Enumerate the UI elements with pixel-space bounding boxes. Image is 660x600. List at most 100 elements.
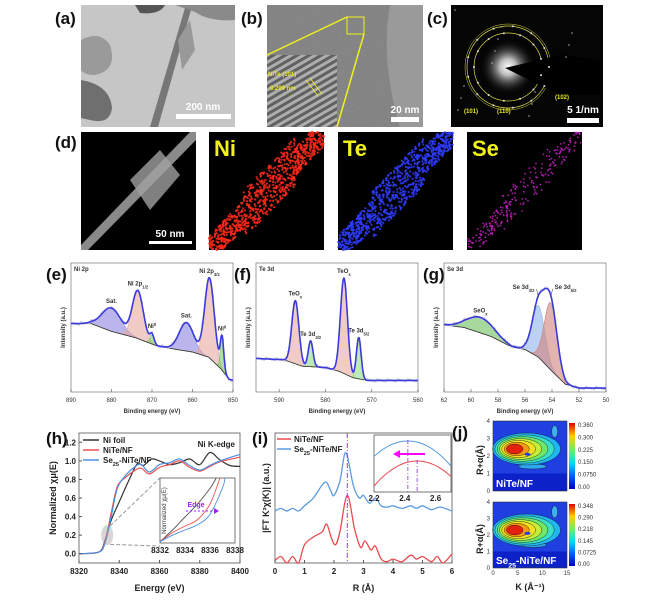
eds-dot: [437, 142, 440, 145]
eds-dot: [478, 237, 480, 239]
eds-dot: [428, 146, 431, 149]
contour: [524, 452, 531, 456]
eds-dot: [253, 191, 256, 195]
eds-dot: [415, 174, 418, 177]
eds-dot: [438, 153, 441, 156]
eds-dot: [230, 214, 233, 217]
panel-label-a: (a): [55, 9, 76, 28]
eds-dot: [316, 131, 319, 134]
eds-dot: [351, 229, 354, 232]
y-tick-label: 1: [487, 550, 491, 556]
eds-dot: [483, 224, 486, 227]
eds-dot: [266, 172, 269, 175]
y-tick-label: 4: [487, 500, 491, 506]
x-axis-label: Binding energy (eV): [497, 409, 554, 415]
peak-label: TeOx: [337, 269, 351, 277]
eds-dot: [398, 186, 401, 190]
eds-dot: [217, 237, 220, 240]
eds-dot: [497, 225, 499, 228]
eds-dot: [254, 214, 257, 217]
eds-dot: [551, 172, 554, 175]
eds-dot: [273, 206, 276, 209]
eds-dot: [267, 189, 270, 192]
eds-dot: [521, 210, 524, 212]
eds-dot: [357, 232, 360, 235]
eds-dot: [209, 234, 212, 237]
eds-dot: [304, 144, 307, 147]
eds-dot: [388, 213, 391, 216]
eds-dot: [256, 193, 259, 196]
diffraction-spot: [463, 85, 465, 87]
eds-dot: [493, 229, 496, 232]
eds-dot: [547, 169, 549, 172]
eds-dot: [553, 164, 556, 167]
eds-dot: [301, 155, 304, 158]
eds-dot: [346, 245, 349, 248]
eds-dot: [352, 241, 355, 244]
eds-dot: [533, 188, 536, 191]
eds-dot: [207, 237, 211, 240]
eds-dot: [506, 219, 509, 221]
eds-dot: [236, 215, 239, 218]
eds-dot: [224, 219, 227, 222]
eds-dot: [257, 201, 260, 205]
eds-dot: [553, 149, 556, 152]
eds-dot: [213, 233, 216, 236]
x-axis-label: K (Å⁻¹): [515, 582, 544, 592]
eds-dot: [265, 185, 268, 188]
peak-label: Sat.: [181, 314, 192, 320]
eds-dot: [352, 225, 355, 229]
eds-dot: [451, 143, 454, 146]
colorbar-tick-label: 0.00: [578, 562, 590, 568]
diffraction-spot: [460, 97, 462, 99]
eds-dot: [524, 172, 527, 175]
scale-bar-label: 50 nm: [156, 229, 185, 240]
eds-dot: [380, 223, 383, 226]
eds-dot: [367, 230, 371, 233]
eds-dot: [258, 204, 262, 207]
beam-stop: [505, 55, 600, 95]
eds-dot: [499, 206, 502, 209]
text-part: 5/2: [571, 287, 577, 292]
eds-dot: [527, 199, 529, 202]
eds-dot: [299, 156, 302, 159]
x-tick-label: 8360: [151, 567, 169, 576]
eds-dot: [364, 207, 367, 210]
eds-dot: [418, 176, 422, 179]
eds-dot: [385, 187, 388, 190]
eds-dot: [259, 181, 262, 184]
eds-dot: [262, 189, 265, 192]
diffraction-spot: [565, 56, 567, 58]
eds-dot: [270, 171, 273, 174]
eds-dot: [563, 142, 565, 144]
eds-dot: [536, 186, 539, 189]
diffraction-spot: [454, 9, 456, 11]
eds-dot: [276, 185, 280, 188]
panel-label-c: (c): [427, 9, 448, 28]
text-part: 5/2: [363, 331, 369, 336]
peak-leader-line: [550, 288, 553, 297]
legend-label: NiTe/NF: [103, 446, 133, 455]
map-label: Se25-NiTe/NF: [496, 556, 556, 570]
eds-dot: [382, 203, 385, 206]
lattice-fringe-inset: [267, 55, 337, 127]
ring-label: (102): [555, 95, 569, 101]
eds-dot: [482, 222, 484, 225]
eds-dot: [394, 210, 397, 213]
eds-dot: [257, 218, 260, 221]
eds-dot: [490, 229, 493, 232]
eds-dot: [440, 133, 443, 137]
eds-dot: [363, 210, 366, 213]
eds-dot: [282, 171, 286, 174]
eds-dot: [451, 134, 454, 137]
eds-dot: [534, 168, 537, 170]
eds-dot: [342, 248, 345, 251]
eds-dot: [553, 159, 556, 161]
eds-dot: [233, 232, 236, 235]
eds-dot: [429, 155, 432, 158]
eds-dot: [378, 197, 381, 201]
text-part: Se 3d: [513, 285, 529, 291]
peak-label: Ni 2p3/2: [199, 269, 220, 277]
eds-dot: [392, 190, 395, 194]
eds-dot: [392, 169, 395, 173]
